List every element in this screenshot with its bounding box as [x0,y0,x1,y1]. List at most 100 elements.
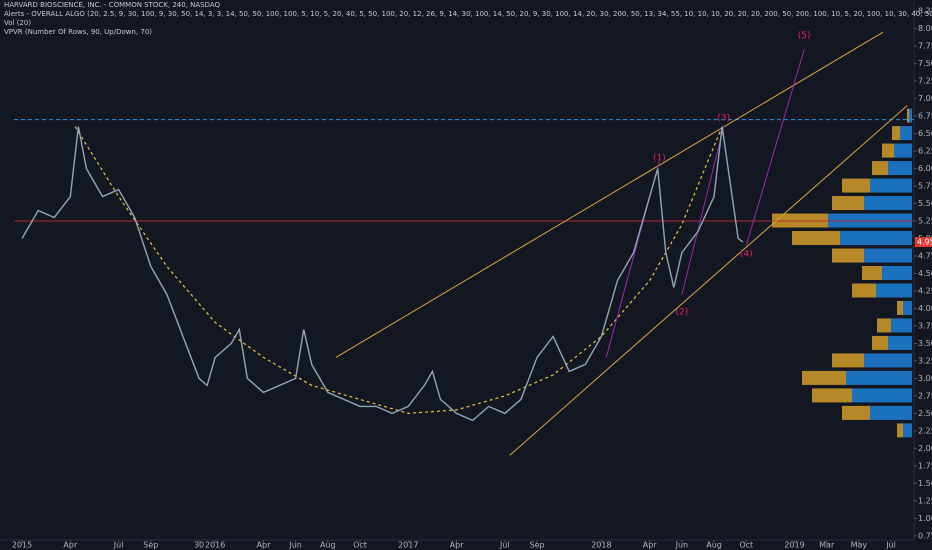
x-tick-label: 30 [194,541,204,550]
indicator: Vol (20) [4,19,31,27]
profile-up [870,178,912,193]
profile-up [903,423,912,438]
profile-up [840,231,912,246]
profile-down [792,231,840,246]
x-tick-label: Jun [288,541,302,550]
x-tick-label: Aug [706,541,722,550]
profile-up [888,335,912,350]
profile-down [832,353,864,368]
trendline [745,49,805,246]
y-tick-label: 0.75 [918,531,932,540]
trendline [509,105,908,456]
y-tick-label: 7.25 [918,77,932,86]
y-tick-label: 5.50 [918,199,932,208]
profile-up [900,126,912,141]
x-tick-label: 2016 [205,541,225,550]
wave-label: (2) [675,307,688,317]
y-tick-label: 6.25 [918,147,932,156]
plot: 0.75 1.00 1.25 1.50 1.75 2.00 2.25 2.50 2.75 3.00… [12,7,932,550]
profile-up [909,108,912,123]
x-tick-label: 2019 [784,541,804,550]
x-tick-label: 2015 [12,541,32,550]
profile-down [877,318,891,333]
profile-up [876,283,912,298]
profile-up [882,265,912,280]
y-tick-label: 8.25 [918,7,932,16]
profile-down [802,370,846,385]
y-tick-label: 8.00 [918,24,932,33]
x-tick-label: Apr [63,541,78,550]
profile-up [870,405,912,420]
x-tick-label: Apr [450,541,465,550]
x-tick-label: Jul [885,541,896,550]
y-tick-label: 6.00 [918,164,932,173]
indicator: VPVR (Number Of Rows, 90, Up/Down, 70) [4,28,152,36]
profile-down [907,108,909,123]
cup-curve [74,126,723,414]
profile-up [894,143,912,158]
profile-down [852,283,876,298]
y-tick-label: 1.00 [918,514,932,523]
y-tick-label: 3.25 [918,356,932,365]
y-tick-label: 5.75 [918,182,932,191]
x-tick-label: Apr [643,541,658,550]
y-tick-label: 3.50 [918,339,932,348]
x-tick-label: Sep [529,541,544,550]
profile-down [862,265,882,280]
profile-down [882,143,894,158]
wave-label: (4) [740,249,753,259]
wave-label: (1) [653,154,666,164]
x-tick-label: Sep [143,541,158,550]
y-tick-label: 3.75 [918,321,932,330]
x-tick-label: Aug [320,541,336,550]
profile-up [864,248,912,263]
y-tick-label: 4.75 [918,252,932,261]
profile-up [864,353,912,368]
x-tick-label: Apr [257,541,272,550]
trendline [335,31,884,358]
x-tick-label: Mar [819,541,835,550]
profile-up [888,161,912,176]
y-tick-label: 6.50 [918,129,932,138]
profile-up [891,318,912,333]
x-tick-label: Oct [353,541,367,550]
profile-down [872,161,888,176]
profile-down [832,248,864,263]
profile-down [892,126,900,141]
y-tick-label: 1.75 [918,461,932,470]
x-tick-label: Jul [499,541,510,550]
y-tick-label: 6.75 [918,112,932,121]
price-label: 4.95 [917,238,932,247]
profile-down [897,300,903,315]
price-line [21,126,744,422]
chart-title: HARVARD BIOSCIENCE, INC. - COMMON STOCK,… [4,1,221,9]
wave-label: (3) [717,114,730,124]
x-tick-label: Jul [113,541,124,550]
y-tick-label: 4.00 [918,304,932,313]
price-label-box [915,237,932,248]
y-tick-label: 5.25 [918,217,932,226]
profile-up [846,370,912,385]
profile-down [842,178,870,193]
y-tick-label: 2.25 [918,426,932,435]
y-tick-label: 1.25 [918,496,932,505]
indicator: Alerts - OVERALL ALGO (20, 2.5, 9, 30, 1… [4,10,932,18]
profile-up [903,300,912,315]
x-tick-label: May [851,541,868,550]
profile-down [872,335,888,350]
wave-label: (5) [798,31,811,41]
y-tick-label: 7.75 [918,42,932,51]
x-tick-label: Jun [675,541,689,550]
profile-down [832,196,864,211]
y-tick-label: 2.75 [918,391,932,400]
y-tick-label: 2.00 [918,444,932,453]
y-tick-label: 7.50 [918,59,932,68]
y-tick-label: 4.25 [918,286,932,295]
profile-up [864,196,912,211]
y-tick-label: 4.50 [918,269,932,278]
x-tick-label: 2017 [398,541,418,550]
x-tick-label: 2018 [591,541,611,550]
profile-down [897,423,903,438]
